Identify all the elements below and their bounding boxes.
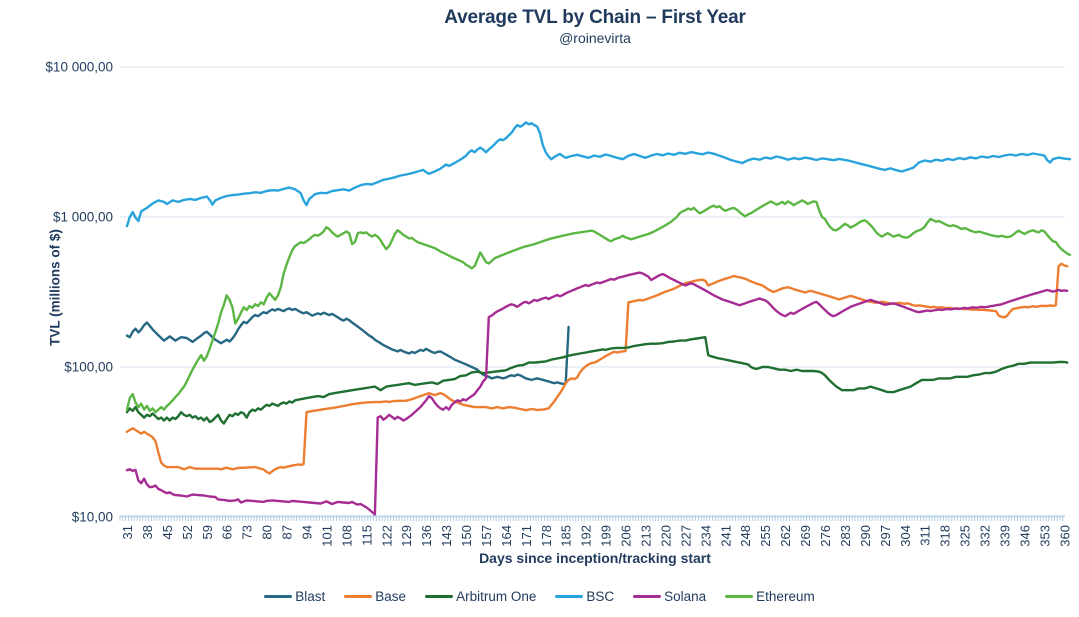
x-tick-label: 31 bbox=[120, 525, 135, 539]
x-tick-label: 248 bbox=[738, 525, 753, 547]
legend-item-arbitrum-one: Arbitrum One bbox=[425, 589, 536, 604]
x-tick-label: 297 bbox=[878, 525, 893, 547]
x-tick-label: 185 bbox=[559, 525, 574, 547]
x-tick-label: 290 bbox=[858, 525, 873, 547]
x-tick-label: 353 bbox=[1037, 525, 1052, 547]
legend-item-base: Base bbox=[344, 589, 406, 604]
x-axis-title: Days since inception/tracking start bbox=[479, 550, 711, 566]
y-tick-label: $10,00 bbox=[72, 510, 113, 525]
x-tick-label: 66 bbox=[220, 525, 235, 539]
x-tick-label: 262 bbox=[778, 525, 793, 547]
legend-label: Solana bbox=[664, 589, 707, 604]
x-tick-label: 339 bbox=[998, 525, 1013, 547]
x-tick-label: 220 bbox=[659, 525, 674, 547]
legend-label: Blast bbox=[295, 589, 326, 604]
x-tick-label: 283 bbox=[838, 525, 853, 547]
series-line-blast bbox=[125, 307, 570, 386]
series-line-bsc bbox=[125, 121, 1072, 228]
series-line-ethereum bbox=[125, 199, 1072, 414]
legend-item-bsc: BSC bbox=[555, 589, 614, 604]
legend-swatch bbox=[555, 595, 584, 598]
legend-swatch bbox=[633, 595, 662, 598]
legend-label: Base bbox=[375, 589, 407, 604]
x-tick-label: 73 bbox=[240, 525, 255, 539]
y-tick-label: $10 000,00 bbox=[45, 60, 113, 75]
chart-subtitle: @roinevirta bbox=[559, 30, 631, 46]
legend-swatch bbox=[264, 595, 293, 598]
x-tick-label: 178 bbox=[539, 525, 554, 547]
legend-label: Ethereum bbox=[756, 589, 815, 604]
legend-item-blast: Blast bbox=[264, 589, 325, 604]
x-tick-label: 52 bbox=[180, 525, 195, 539]
legend-item-solana: Solana bbox=[633, 589, 706, 604]
legend-label: BSC bbox=[586, 589, 615, 604]
x-tick-label: 192 bbox=[579, 525, 594, 547]
x-tick-label: 143 bbox=[439, 525, 454, 547]
x-tick-label: 171 bbox=[519, 525, 534, 547]
x-tick-label: 59 bbox=[200, 525, 215, 539]
x-tick-label: 38 bbox=[140, 525, 155, 539]
x-tick-label: 157 bbox=[479, 525, 494, 547]
x-tick-label: 311 bbox=[918, 525, 933, 546]
legend-swatch bbox=[725, 595, 754, 598]
x-tick-label: 346 bbox=[1017, 525, 1032, 547]
x-tick-label: 150 bbox=[459, 525, 474, 547]
x-tick-label: 234 bbox=[698, 525, 713, 547]
x-tick-label: 101 bbox=[319, 525, 334, 547]
x-tick-label: 241 bbox=[718, 525, 733, 547]
x-tick-label: 318 bbox=[938, 525, 953, 547]
legend-label: Arbitrum One bbox=[456, 589, 537, 604]
x-tick-label: 325 bbox=[958, 525, 973, 547]
legend-swatch bbox=[344, 595, 373, 598]
x-tick-label: 269 bbox=[798, 525, 813, 547]
x-tick-label: 304 bbox=[898, 525, 913, 547]
x-tick-label: 115 bbox=[359, 525, 374, 546]
series-line-arbitrum-one bbox=[125, 336, 1069, 425]
series-line-solana bbox=[125, 271, 1069, 516]
x-tick-label: 276 bbox=[818, 525, 833, 547]
x-tick-label: 122 bbox=[379, 525, 394, 547]
x-tick-label: 136 bbox=[419, 525, 434, 547]
y-tick-label: $1 000,00 bbox=[53, 210, 113, 225]
x-tick-label: 332 bbox=[978, 525, 993, 547]
x-tick-label: 199 bbox=[599, 525, 614, 547]
x-tick-label: 94 bbox=[300, 525, 315, 539]
legend-swatch bbox=[425, 595, 454, 598]
x-tick-label: 45 bbox=[160, 525, 175, 539]
x-tick-label: 360 bbox=[1057, 525, 1072, 547]
legend: Blast Base Arbitrum One BSC Solana Ethereum bbox=[0, 589, 1079, 604]
legend-item-ethereum: Ethereum bbox=[725, 589, 815, 604]
x-tick-label: 213 bbox=[639, 525, 654, 547]
x-tick-label: 255 bbox=[758, 525, 773, 547]
x-tick-label: 206 bbox=[619, 525, 634, 547]
x-tick-label: 164 bbox=[499, 525, 514, 547]
x-tick-label: 129 bbox=[399, 525, 414, 547]
chart-title: Average TVL by Chain – First Year bbox=[444, 7, 746, 28]
x-tick-label: 80 bbox=[260, 525, 275, 539]
x-tick-label: 87 bbox=[280, 525, 295, 539]
x-tick-label: 227 bbox=[678, 525, 693, 547]
series-line-base bbox=[125, 262, 1069, 475]
y-tick-label: $100,00 bbox=[64, 360, 113, 375]
x-tick-label: 108 bbox=[339, 525, 354, 547]
